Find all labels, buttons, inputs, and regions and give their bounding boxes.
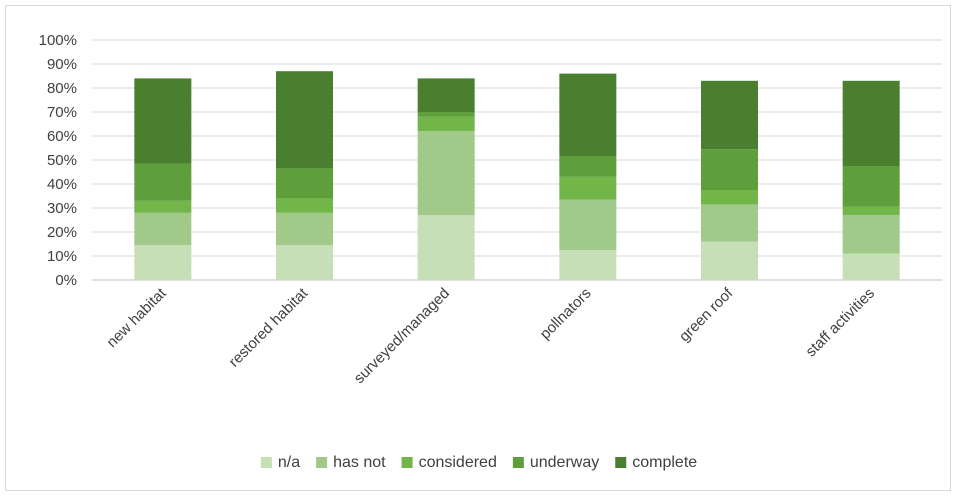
y-tick-label: 50% [47, 152, 77, 169]
x-axis-tick-labels: new habitat restored habitat surveyed/mana… [103, 284, 878, 387]
bar-segment [559, 250, 617, 280]
legend: n/a has not considered underway complete [260, 454, 697, 471]
bar-segment [842, 80, 900, 166]
y-tick-label: 30% [47, 200, 77, 217]
bar-segment [417, 131, 475, 216]
y-tick-label: 90% [47, 56, 77, 73]
legend-swatch [615, 457, 627, 468]
bar-segment [276, 245, 333, 280]
legend-label: n/a [278, 454, 300, 471]
bar-segment [276, 212, 333, 246]
legend-label: complete [632, 454, 697, 471]
legend-swatch [316, 457, 328, 468]
x-tick-label: staff activities [803, 285, 878, 360]
legend-label: underway [530, 454, 599, 471]
gridlines [92, 39, 942, 281]
y-tick-label: 20% [47, 224, 77, 241]
legend-swatch [401, 457, 413, 468]
bar-segment [134, 78, 192, 164]
legend-item: complete [615, 454, 697, 471]
bar-segment [701, 149, 758, 190]
bar-segment [417, 116, 475, 132]
bar-segment [701, 80, 758, 150]
bar-segment [417, 78, 475, 112]
bar-segment [559, 73, 617, 157]
bar-segment [701, 241, 758, 280]
bar-segment [559, 199, 617, 250]
bars [134, 71, 900, 280]
legend-swatch [512, 457, 524, 468]
legend-item: considered [401, 454, 497, 471]
bar-segment [134, 163, 192, 201]
x-tick-label: restored habitat [226, 284, 312, 370]
x-tick-label: green roof [676, 284, 737, 345]
bar-segment [559, 176, 617, 200]
legend-label: considered [419, 454, 497, 471]
bar-segment [134, 200, 192, 213]
x-tick-label: new habitat [103, 284, 170, 351]
bar-segment [276, 198, 333, 213]
bar-segment [417, 112, 475, 117]
bar-segment [842, 166, 900, 207]
y-tick-label: 80% [47, 80, 77, 97]
y-tick-label: 10% [47, 248, 77, 265]
bar-segment [417, 215, 475, 280]
bar-segment [134, 245, 192, 280]
bar-segment [276, 168, 333, 199]
bar-segment [134, 212, 192, 246]
bar-segment [842, 215, 900, 254]
legend-swatch [260, 457, 272, 468]
y-axis-tick-labels: 0% 10% 20% 30% 40% 50% 60% 70% 80% 90% 100% [39, 32, 77, 289]
legend-item: has not [316, 454, 386, 471]
bar-segment [701, 190, 758, 205]
y-tick-label: 60% [47, 128, 77, 145]
legend-item: n/a [260, 454, 300, 471]
bar-segment [701, 204, 758, 242]
bar-segment [559, 156, 617, 177]
y-tick-label: 70% [47, 104, 77, 121]
bar-segment [276, 71, 333, 169]
x-tick-label: pollnators [537, 285, 595, 343]
x-tick-label: surveyed/managed [351, 285, 453, 387]
y-tick-label: 0% [55, 272, 77, 289]
bar-segment [842, 253, 900, 280]
legend-label: has not [333, 454, 386, 471]
legend-item: underway [512, 454, 599, 471]
bar-segment [842, 206, 900, 216]
y-tick-label: 100% [39, 32, 77, 49]
y-tick-label: 40% [47, 176, 77, 193]
